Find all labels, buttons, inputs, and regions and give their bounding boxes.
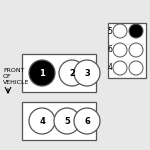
Text: 6: 6 — [108, 45, 112, 54]
Bar — [22, 54, 96, 92]
Circle shape — [74, 108, 100, 134]
Circle shape — [74, 60, 100, 86]
Circle shape — [129, 24, 143, 38]
Text: 5: 5 — [64, 117, 70, 126]
Text: FRONT: FRONT — [3, 68, 24, 72]
Text: 4: 4 — [108, 63, 112, 72]
Circle shape — [129, 61, 143, 75]
Text: 1: 1 — [39, 69, 45, 78]
Text: VEHICLE: VEHICLE — [3, 80, 30, 84]
Circle shape — [129, 43, 143, 57]
Circle shape — [29, 108, 55, 134]
Bar — [108, 23, 146, 78]
Circle shape — [113, 61, 127, 75]
Circle shape — [113, 24, 127, 38]
Text: 5: 5 — [108, 27, 112, 36]
Text: 6: 6 — [84, 117, 90, 126]
Circle shape — [29, 60, 55, 86]
Text: 2: 2 — [69, 69, 75, 78]
Text: 3: 3 — [84, 69, 90, 78]
Text: OF: OF — [3, 74, 12, 78]
Circle shape — [59, 60, 85, 86]
Bar — [22, 102, 96, 140]
Circle shape — [113, 43, 127, 57]
Circle shape — [54, 108, 80, 134]
Text: 4: 4 — [39, 117, 45, 126]
